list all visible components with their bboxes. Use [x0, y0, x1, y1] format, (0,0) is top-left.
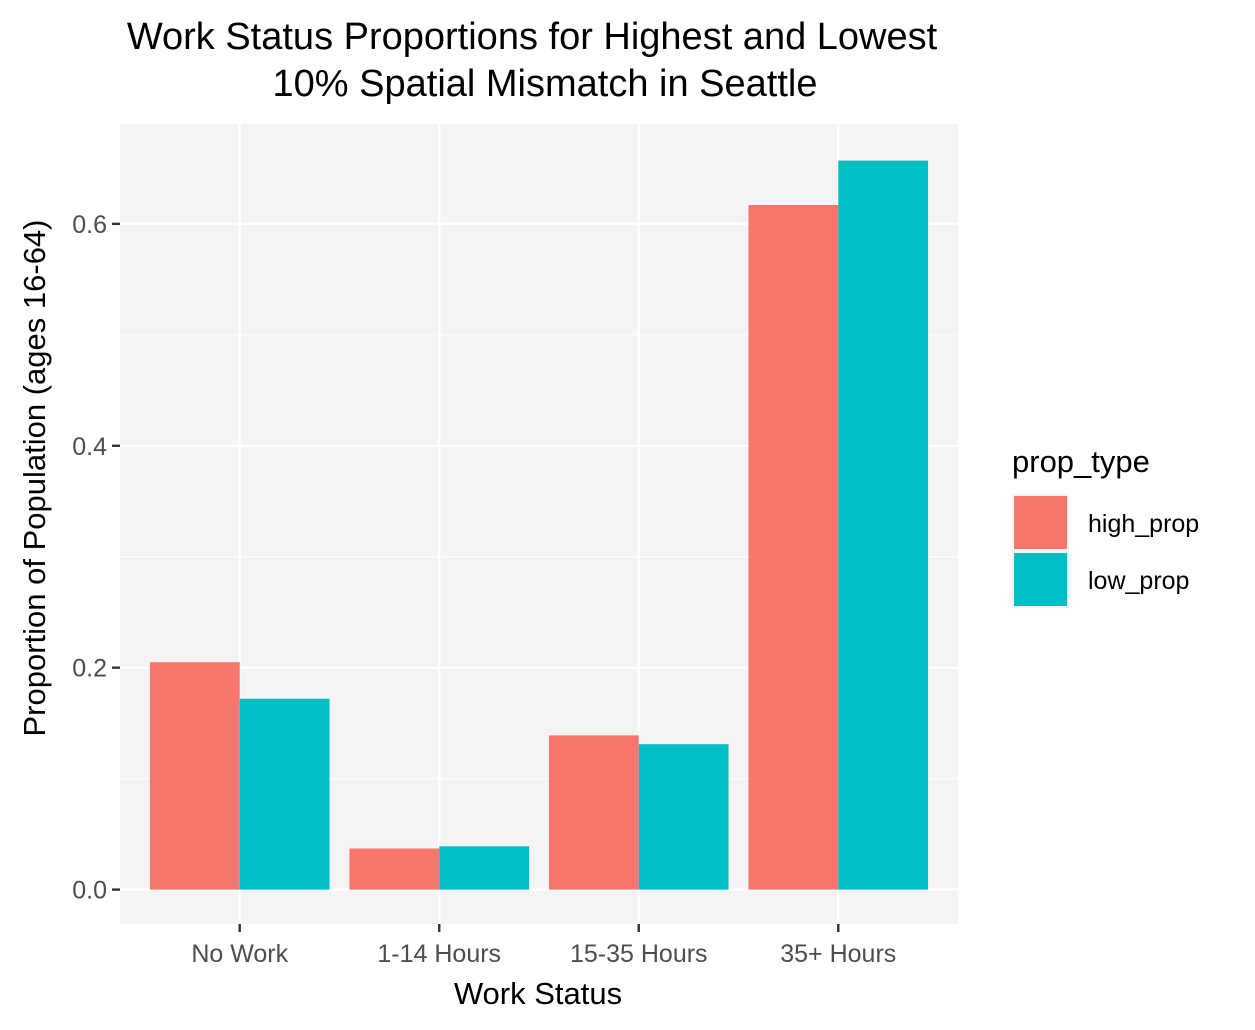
- chart-title-line-1: Work Status Proportions for Highest and …: [127, 16, 938, 58]
- bar-low_prop-0: [239, 698, 330, 890]
- bars: [149, 160, 929, 890]
- bar-high_prop-0: [149, 662, 240, 890]
- chart-title-line-2: 10% Spatial Mismatch in Seattle: [273, 63, 818, 105]
- y-tick-label: 0.0: [72, 877, 107, 905]
- y-tick-label: 0.4: [72, 433, 107, 461]
- y-tick-label: 0.2: [72, 655, 107, 683]
- legend-label-low_prop: low_prop: [1088, 567, 1189, 595]
- bar-high_prop-3: [748, 204, 839, 890]
- bar-low_prop-2: [638, 744, 729, 890]
- x-axis: No Work 1-14 Hours 15-35 Hours 35+ Hours: [191, 924, 896, 968]
- y-tick-label: 0.6: [72, 211, 107, 239]
- y-axis-title: Proportion of Population (ages 16-64): [17, 220, 52, 737]
- legend-key-low_prop: [1014, 553, 1067, 606]
- x-axis-title: Work Status: [454, 976, 622, 1011]
- x-tick-label: No Work: [191, 940, 288, 968]
- x-tick-label: 35+ Hours: [780, 940, 896, 968]
- legend-title: prop_type: [1012, 444, 1150, 479]
- legend: prop_type high_prop low_prop: [1012, 444, 1199, 608]
- x-tick-label: 1-14 Hours: [377, 940, 501, 968]
- legend-label-high_prop: high_prop: [1088, 510, 1199, 538]
- y-axis: 0.0 0.2 0.4 0.6: [72, 211, 120, 905]
- legend-key-high_prop: [1014, 496, 1067, 549]
- bar-high_prop-2: [548, 735, 639, 890]
- x-tick-label: 15-35 Hours: [570, 940, 708, 968]
- bar-high_prop-1: [349, 848, 440, 890]
- bar-low_prop-1: [439, 846, 530, 890]
- bar-low_prop-3: [838, 160, 929, 890]
